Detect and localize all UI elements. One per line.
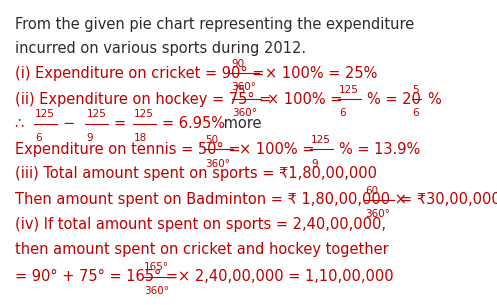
- Text: 125: 125: [311, 135, 331, 145]
- Text: 360°: 360°: [231, 82, 256, 92]
- Text: From the given pie chart representing the expenditure: From the given pie chart representing th…: [15, 17, 414, 32]
- Text: 6: 6: [339, 108, 345, 118]
- Text: 165°: 165°: [144, 262, 169, 272]
- Text: 125: 125: [339, 85, 359, 95]
- Text: 360°: 360°: [205, 159, 230, 169]
- Text: incurred on various sports during 2012.: incurred on various sports during 2012.: [15, 41, 306, 56]
- Text: %: %: [427, 92, 441, 106]
- Text: −: −: [63, 116, 80, 131]
- Text: Expenditure on tennis = 50° =: Expenditure on tennis = 50° =: [15, 142, 245, 157]
- Text: 50: 50: [205, 135, 218, 145]
- Text: (iii) Total amount spent on sports = ₹1,80,00,000: (iii) Total amount spent on sports = ₹1,…: [15, 166, 377, 181]
- Text: 9: 9: [311, 159, 318, 169]
- Text: = 90° + 75° = 165° =: = 90° + 75° = 165° =: [15, 269, 182, 284]
- Text: Then amount spent on Badminton = ₹ 1,80,00,000 ×: Then amount spent on Badminton = ₹ 1,80,…: [15, 192, 412, 207]
- Text: more: more: [219, 116, 262, 131]
- Text: × 100% =: × 100% =: [267, 92, 347, 106]
- Text: = ₹30,00,000: = ₹30,00,000: [400, 192, 497, 207]
- Text: = 6.95%: = 6.95%: [162, 116, 225, 131]
- Text: (iv) If total amount spent on sports = 2,40,00,000,: (iv) If total amount spent on sports = 2…: [15, 217, 386, 232]
- Text: 125: 125: [35, 109, 55, 119]
- Text: × 100% =: × 100% =: [239, 142, 319, 157]
- Text: (ii) Expenditure on hockey = 75° =: (ii) Expenditure on hockey = 75° =: [15, 92, 276, 106]
- Text: (i) Expenditure on cricket = 90° =: (i) Expenditure on cricket = 90° =: [15, 66, 269, 81]
- Text: 6: 6: [413, 108, 419, 118]
- Text: 9: 9: [86, 133, 93, 143]
- Text: 6: 6: [35, 133, 41, 143]
- Text: =: =: [114, 116, 131, 131]
- Text: 360°: 360°: [365, 209, 390, 219]
- Text: then amount spent on cricket and hockey together: then amount spent on cricket and hockey …: [15, 242, 389, 257]
- Text: % = 20: % = 20: [367, 92, 420, 106]
- Text: 125: 125: [86, 109, 106, 119]
- Text: % = 13.9%: % = 13.9%: [339, 142, 420, 157]
- Text: 60: 60: [365, 185, 378, 196]
- Text: 125: 125: [134, 109, 154, 119]
- Text: ∴: ∴: [15, 116, 29, 131]
- Text: 75: 75: [233, 85, 246, 95]
- Text: 90: 90: [231, 59, 244, 69]
- Text: 18: 18: [134, 133, 148, 143]
- Text: × 2,40,00,000 = 1,10,00,000: × 2,40,00,000 = 1,10,00,000: [178, 269, 394, 284]
- Text: 360°: 360°: [144, 286, 169, 296]
- Text: 5: 5: [413, 85, 419, 95]
- Text: × 100% = 25%: × 100% = 25%: [265, 66, 378, 81]
- Text: 360°: 360°: [233, 108, 257, 118]
